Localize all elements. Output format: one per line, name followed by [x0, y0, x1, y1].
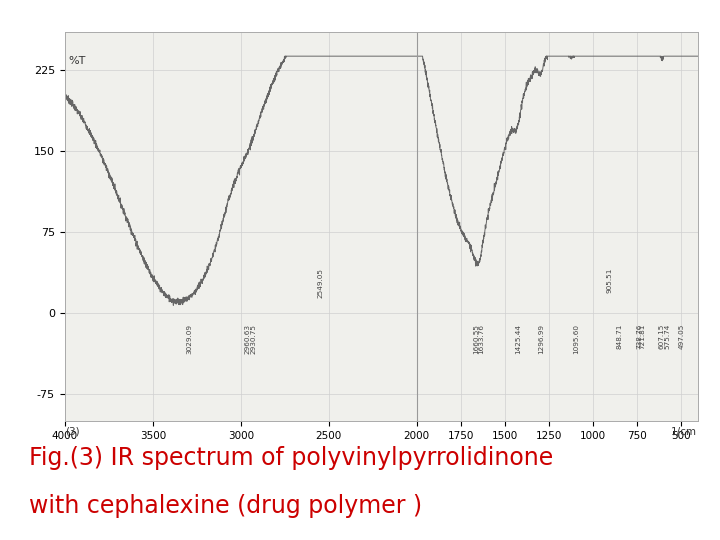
Text: 1296.99: 1296.99 [538, 324, 544, 354]
Text: 905.51: 905.51 [606, 268, 613, 293]
Text: with cephalexine (drug polymer ): with cephalexine (drug polymer ) [29, 494, 422, 518]
Text: 721.81: 721.81 [639, 324, 645, 349]
Text: 2549.05: 2549.05 [318, 268, 324, 298]
Text: 497.05: 497.05 [678, 324, 684, 349]
Text: 2960.63: 2960.63 [245, 324, 251, 354]
Text: 1095.60: 1095.60 [573, 324, 579, 354]
Text: (3): (3) [65, 427, 79, 437]
Text: 3029.09: 3029.09 [186, 324, 193, 354]
Text: %T: %T [68, 56, 86, 66]
Text: 738.76: 738.76 [636, 324, 642, 349]
Text: 575.74: 575.74 [665, 324, 670, 349]
Text: 1425.44: 1425.44 [515, 324, 521, 354]
Text: 1/cm: 1/cm [670, 427, 697, 437]
Text: 1633.76: 1633.76 [478, 324, 485, 354]
Text: 848.71: 848.71 [616, 324, 623, 349]
Text: 2930.75: 2930.75 [250, 324, 256, 354]
Text: 607.15: 607.15 [659, 324, 665, 349]
Text: Fig.(3) IR spectrum of polyvinylpyrrolidinone: Fig.(3) IR spectrum of polyvinylpyrrolid… [29, 446, 553, 469]
Text: 1660.55: 1660.55 [474, 324, 480, 354]
